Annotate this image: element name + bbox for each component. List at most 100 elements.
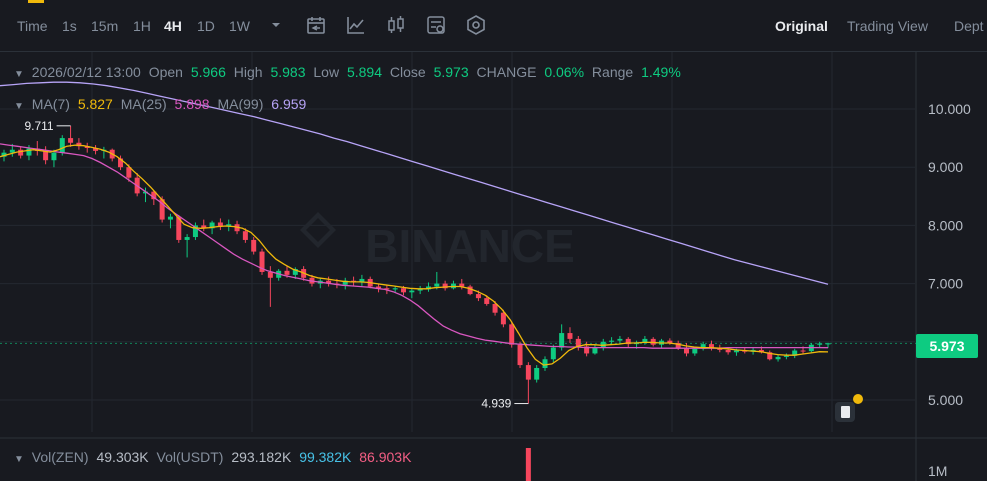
candle-body bbox=[409, 290, 415, 293]
volume-info-row: ▼ Vol(ZEN) 49.303K Vol(USDT) 293.182K 99… bbox=[14, 449, 415, 465]
timeframe-time[interactable]: Time bbox=[17, 18, 48, 34]
candle-body bbox=[559, 333, 565, 348]
view-original[interactable]: Original bbox=[775, 18, 828, 34]
candle-body bbox=[467, 286, 473, 295]
candle-body bbox=[792, 350, 798, 356]
candle-body bbox=[201, 225, 207, 229]
candle-body bbox=[292, 269, 298, 275]
candle-body bbox=[118, 158, 124, 168]
vol-usdt-label: Vol(USDT) bbox=[156, 449, 224, 465]
candle-body bbox=[342, 280, 348, 285]
timeframe-4h[interactable]: 4H bbox=[164, 18, 182, 34]
candle-body bbox=[384, 288, 390, 290]
close-label: Close bbox=[389, 64, 426, 80]
timeframe-1h[interactable]: 1H bbox=[133, 18, 151, 34]
change-label: CHANGE bbox=[476, 64, 537, 80]
y-tick-label: 5.000 bbox=[928, 392, 963, 408]
high-marker-label: 9.711 bbox=[24, 119, 53, 133]
candle-body bbox=[142, 191, 148, 194]
candle-body bbox=[392, 288, 398, 290]
active-tab-accent bbox=[28, 0, 44, 3]
low-label: Low bbox=[313, 64, 340, 80]
view-depth[interactable]: Dept bbox=[954, 18, 984, 34]
candle-body bbox=[267, 271, 273, 278]
candle-body bbox=[76, 142, 82, 147]
indicator-chart-icon[interactable] bbox=[345, 14, 367, 36]
candle-body bbox=[226, 224, 232, 227]
ohlc-date: 2026/02/12 13:00 bbox=[31, 64, 141, 80]
high-label: High bbox=[233, 64, 263, 80]
settings-sliders-icon[interactable] bbox=[425, 14, 447, 36]
candle-body bbox=[217, 222, 223, 227]
news-notification-dot bbox=[853, 394, 863, 404]
candle-body bbox=[401, 288, 407, 293]
candle-body bbox=[525, 365, 531, 380]
candle-body bbox=[609, 340, 615, 342]
candle-body bbox=[625, 338, 631, 345]
candle-body bbox=[43, 150, 49, 161]
hexagon-settings-icon[interactable] bbox=[465, 14, 487, 36]
candle-body bbox=[675, 342, 681, 348]
candle-body bbox=[84, 146, 90, 148]
candle-body bbox=[642, 338, 648, 343]
candle-body bbox=[192, 225, 198, 238]
ma7-value: 5.827 bbox=[77, 96, 113, 112]
candle-body bbox=[700, 344, 706, 349]
low-marker-label: 4.939 bbox=[481, 397, 511, 411]
candle-body bbox=[567, 333, 573, 339]
ma25-value: 5.898 bbox=[174, 96, 210, 112]
candle-body bbox=[68, 138, 74, 143]
candle-body bbox=[617, 338, 623, 341]
candle-body bbox=[167, 216, 173, 220]
candle-body bbox=[517, 344, 523, 366]
ma-info-row: ▼ MA(7) 5.827 MA(25) 5.898 MA(99) 6.959 bbox=[14, 96, 310, 112]
vol-ma2-value: 86.903K bbox=[359, 449, 412, 465]
candle-type-icon[interactable] bbox=[385, 14, 407, 36]
candle-body bbox=[242, 231, 248, 240]
close-value: 5.973 bbox=[433, 64, 469, 80]
ma-line-ma99 bbox=[0, 81, 829, 285]
view-trading-view[interactable]: Trading View bbox=[847, 18, 928, 34]
candle-body bbox=[26, 148, 32, 156]
ma-collapse-caret-icon[interactable]: ▼ bbox=[14, 101, 24, 112]
candle-body bbox=[825, 343, 831, 345]
candle-body bbox=[159, 199, 165, 220]
ohlc-info-row: ▼ 2026/02/12 13:00 Open 5.966 High 5.983… bbox=[14, 64, 685, 80]
vol-collapse-caret-icon[interactable]: ▼ bbox=[14, 454, 24, 465]
collapse-caret-icon[interactable]: ▼ bbox=[14, 69, 24, 80]
ma25-label: MA(25) bbox=[120, 96, 167, 112]
range-value: 1.49% bbox=[641, 64, 681, 80]
candle-body bbox=[667, 340, 673, 343]
timeframe-1d[interactable]: 1D bbox=[197, 18, 215, 34]
timeframe-15m[interactable]: 15m bbox=[91, 18, 119, 34]
candle-body bbox=[442, 283, 448, 289]
candle-body bbox=[725, 349, 731, 353]
timeframe-1w[interactable]: 1W bbox=[229, 18, 250, 34]
interval-calendar-icon[interactable] bbox=[305, 14, 327, 36]
high-value: 5.983 bbox=[270, 64, 306, 80]
candle-body bbox=[359, 278, 365, 283]
candle-body bbox=[650, 338, 656, 345]
open-value: 5.966 bbox=[190, 64, 226, 80]
vol-usdt-value: 293.182K bbox=[231, 449, 292, 465]
candle-body bbox=[484, 298, 490, 304]
candle-body bbox=[93, 147, 99, 151]
candle-body bbox=[800, 350, 806, 352]
candle-body bbox=[733, 350, 739, 353]
candle-body bbox=[184, 237, 190, 240]
candle-body bbox=[251, 239, 257, 252]
dropdown-caret-icon[interactable] bbox=[265, 14, 287, 36]
change-value: 0.06% bbox=[544, 64, 585, 80]
candle-body bbox=[209, 222, 215, 229]
candle-body bbox=[492, 303, 498, 313]
candle-body bbox=[176, 216, 182, 240]
price-chart[interactable]: BINANCE 10.000 9.000 8.000 7.000 5.000 1M 9.711… bbox=[0, 52, 987, 481]
candle-body bbox=[259, 251, 265, 272]
candle-body bbox=[151, 191, 157, 200]
low-value: 5.894 bbox=[346, 64, 383, 80]
timeframe-1s[interactable]: 1s bbox=[62, 18, 77, 34]
y-tick-label: 10.000 bbox=[928, 101, 971, 117]
watermark-logo-icon bbox=[300, 212, 336, 248]
candle-body bbox=[534, 367, 540, 380]
ma99-label: MA(99) bbox=[217, 96, 264, 112]
